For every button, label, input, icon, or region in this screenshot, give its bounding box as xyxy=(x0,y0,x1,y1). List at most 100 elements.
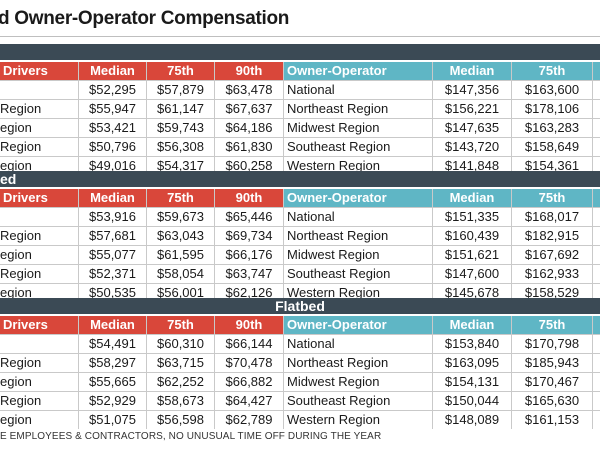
driver-p90-cell: $61,830 xyxy=(215,138,283,156)
driver-p90-cell: $63,747 xyxy=(215,265,283,283)
oo-p90-cell-clipped xyxy=(593,138,600,156)
oo-p90-cell-clipped xyxy=(593,265,600,283)
oo-median-cell: $163,095 xyxy=(433,354,511,372)
driver-p75-cell: $61,595 xyxy=(147,246,214,264)
oo-p75-cell: $154,361 xyxy=(512,157,592,175)
driver-p75-cell: $56,598 xyxy=(147,411,214,429)
median-header: Median xyxy=(79,316,146,334)
region-cell: Region xyxy=(0,227,78,245)
region-cell xyxy=(0,81,78,99)
title-divider xyxy=(0,36,600,37)
oo-region-cell: Midwest Region xyxy=(284,119,432,137)
region-text: egion xyxy=(0,285,32,300)
oo-median-cell: $147,356 xyxy=(433,81,511,99)
region-cell: Region xyxy=(0,138,78,156)
driver-p75-cell: $58,054 xyxy=(147,265,214,283)
driver-p90-cell: $63,478 xyxy=(215,81,283,99)
driver-p90-cell: $65,446 xyxy=(215,208,283,226)
oo-p90-cell-clipped xyxy=(593,208,600,226)
driver-p75-cell: $59,743 xyxy=(147,119,214,137)
driver-p90-cell: $66,144 xyxy=(215,335,283,353)
drivers-header: Drivers xyxy=(0,62,78,80)
oo-p90-header-clipped xyxy=(593,189,600,207)
oo-median-cell: $154,131 xyxy=(433,373,511,391)
driver-p90-cell: $64,427 xyxy=(215,392,283,410)
oo-median-cell: $147,635 xyxy=(433,119,511,137)
region-text: Region xyxy=(0,228,42,243)
oo-region-cell: Midwest Region xyxy=(284,246,432,264)
region-text: Region xyxy=(0,355,42,370)
driver-median-cell: $53,916 xyxy=(79,208,146,226)
oo-median-cell: $141,848 xyxy=(433,157,511,175)
region-cell: egion xyxy=(0,119,78,137)
driver-p90-cell: $64,186 xyxy=(215,119,283,137)
oo-p90-cell-clipped xyxy=(593,335,600,353)
oo-p75-cell: $167,692 xyxy=(512,246,592,264)
oo-median-cell: $150,044 xyxy=(433,392,511,410)
driver-p75-cell: $63,043 xyxy=(147,227,214,245)
oo-p75-cell: $178,106 xyxy=(512,100,592,118)
oo-p90-cell-clipped xyxy=(593,100,600,118)
oo-p75-header: 75th xyxy=(512,62,592,80)
section-bar-1 xyxy=(0,44,600,60)
comp-table-2: Drivers Median 75th 90th Owner-Operator … xyxy=(0,189,600,302)
oo-p90-cell-clipped xyxy=(593,411,600,429)
oo-median-cell: $148,089 xyxy=(433,411,511,429)
region-text: egion xyxy=(0,247,32,262)
oo-p75-header: 75th xyxy=(512,189,592,207)
driver-p75-cell: $60,310 xyxy=(147,335,214,353)
oo-median-header: Median xyxy=(433,189,511,207)
oo-region-cell: Western Region xyxy=(284,157,432,175)
oo-region-cell: Western Region xyxy=(284,411,432,429)
oo-p90-header-clipped xyxy=(593,62,600,80)
oo-median-cell: $147,600 xyxy=(433,265,511,283)
p75-header: 75th xyxy=(147,316,214,334)
p90-header: 90th xyxy=(215,189,283,207)
driver-median-cell: $52,295 xyxy=(79,81,146,99)
oo-p90-cell-clipped xyxy=(593,157,600,175)
oo-median-cell: $143,720 xyxy=(433,138,511,156)
oo-p75-cell: $165,630 xyxy=(512,392,592,410)
region-cell: Region xyxy=(0,100,78,118)
driver-p75-cell: $62,252 xyxy=(147,373,214,391)
driver-p75-cell: $54,317 xyxy=(147,157,214,175)
oo-p75-cell: $163,600 xyxy=(512,81,592,99)
driver-p75-cell: $57,879 xyxy=(147,81,214,99)
driver-p90-cell: $66,176 xyxy=(215,246,283,264)
driver-p90-cell: $70,478 xyxy=(215,354,283,372)
page-title: d Owner-Operator Compensation xyxy=(0,8,290,29)
oo-median-header: Median xyxy=(433,316,511,334)
oo-region-cell: Northeast Region xyxy=(284,354,432,372)
region-cell: Region xyxy=(0,265,78,283)
driver-p75-cell: $59,673 xyxy=(147,208,214,226)
oo-p90-cell-clipped xyxy=(593,284,600,302)
driver-p75-cell: $61,147 xyxy=(147,100,214,118)
oo-p75-cell: $168,017 xyxy=(512,208,592,226)
driver-median-cell: $55,665 xyxy=(79,373,146,391)
oo-median-cell: $145,678 xyxy=(433,284,511,302)
oo-median-cell: $156,221 xyxy=(433,100,511,118)
driver-median-cell: $49,016 xyxy=(79,157,146,175)
oo-region-cell: Northeast Region xyxy=(284,227,432,245)
driver-p90-cell: $62,126 xyxy=(215,284,283,302)
oo-p90-cell-clipped xyxy=(593,81,600,99)
region-text: Region xyxy=(0,393,42,408)
driver-p75-cell: $56,001 xyxy=(147,284,214,302)
driver-median-cell: $51,075 xyxy=(79,411,146,429)
region-cell: egion xyxy=(0,411,78,429)
region-text: egion xyxy=(0,412,32,427)
region-text: egion xyxy=(0,120,32,135)
oo-p75-cell: $158,649 xyxy=(512,138,592,156)
oo-p75-cell: $182,915 xyxy=(512,227,592,245)
oo-p75-cell: $170,467 xyxy=(512,373,592,391)
driver-p75-cell: $56,308 xyxy=(147,138,214,156)
p90-header: 90th xyxy=(215,62,283,80)
region-text: Region xyxy=(0,101,42,116)
region-cell: egion xyxy=(0,246,78,264)
comp-table-1: Drivers Median 75th 90th Owner-Operator … xyxy=(0,62,600,175)
driver-median-cell: $55,947 xyxy=(79,100,146,118)
driver-p75-cell: $63,715 xyxy=(147,354,214,372)
oo-region-cell: Southeast Region xyxy=(284,138,432,156)
drivers-header: Drivers xyxy=(0,189,78,207)
oo-p75-cell: $185,943 xyxy=(512,354,592,372)
